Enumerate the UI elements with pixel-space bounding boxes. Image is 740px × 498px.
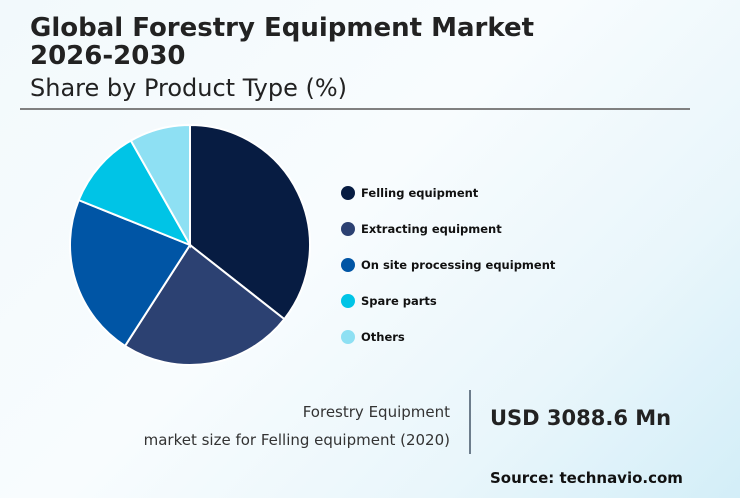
kpi-value: USD 3088.6 Mn [490,406,672,430]
legend-label: On site processing equipment [361,258,556,272]
kpi-label: Forestry Equipment market size for Felli… [144,398,450,454]
legend-item: Felling equipment [340,175,555,211]
source-credit: Source: technavio.com [490,469,683,487]
header-divider [20,108,690,110]
legend-label: Spare parts [361,294,437,308]
title-line-1: Global Forestry Equipment Market [30,13,535,43]
legend-swatch-icon [341,258,355,272]
kpi-separator [469,390,471,454]
legend-item: On site processing equipment [340,247,555,283]
legend-label: Extracting equipment [361,222,502,236]
legend-swatch-icon [341,186,355,200]
pie-slice-extracting-equipment [123,243,286,366]
chart-title: Global Forestry Equipment Market 2026-20… [30,14,534,70]
legend-item: Others [340,319,555,355]
chart-legend: Felling equipment Extracting equipment On … [340,175,555,355]
pie-slice-spare-parts [77,139,193,247]
legend-item: Spare parts [340,283,555,319]
kpi-label-line-2: market size for Felling equipment (2020) [143,431,450,449]
kpi-label-line-1: Forestry Equipment [302,403,450,421]
pie-chart [69,123,311,366]
legend-item: Extracting equipment [340,211,555,247]
pie-slice-others [129,123,191,249]
pie-slice-felling-equipment [189,123,311,321]
chart-subtitle: Share by Product Type (%) [30,74,347,102]
legend-swatch-icon [341,330,355,344]
legend-label: Felling equipment [361,186,479,200]
legend-swatch-icon [341,294,355,308]
legend-swatch-icon [341,222,355,236]
pie-slice-on-site-processing-equipment [69,198,192,348]
title-line-2: 2026-2030 [30,41,186,71]
legend-label: Others [361,330,405,344]
